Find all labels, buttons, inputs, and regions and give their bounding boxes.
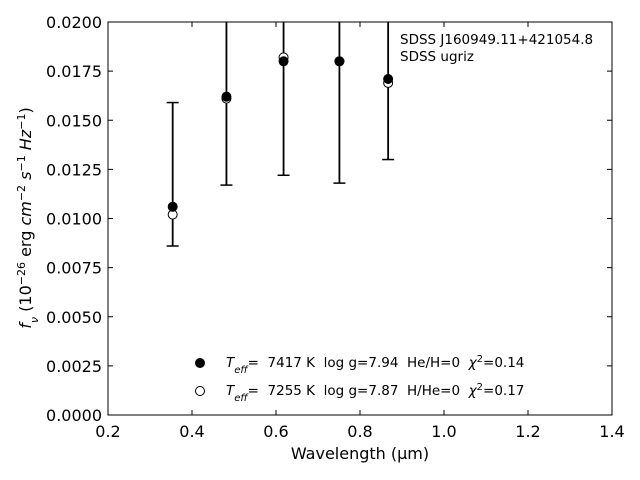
x-tick-label: 1.4 — [599, 422, 624, 441]
y-axis-ticks: 0.0000 0.0025 0.0050 0.0075 0.0100 0.0125 0.01… — [46, 13, 612, 425]
x-tick-label: 0.4 — [179, 422, 204, 441]
y-tick-label: 0.0200 — [46, 13, 102, 32]
point-filled — [221, 91, 232, 102]
y-tick-label: 0.0150 — [46, 111, 102, 130]
point-filled — [278, 56, 289, 67]
object-name-annotation: SDSS J160949.11+421054.8 — [400, 32, 593, 48]
legend-marker-filled — [195, 358, 205, 368]
point-filled — [383, 73, 394, 84]
point-filled — [167, 201, 178, 212]
error-bars — [166, 22, 395, 247]
plot-area — [108, 22, 612, 415]
y-axis-label: fν (10−26 erg cm−2 s−1 Hz−1) — [15, 107, 41, 328]
x-tick-label: 0.6 — [263, 422, 288, 441]
legend: Teff= 7417 K log g=7.94 He/H=0 χ2=0.14 T… — [195, 354, 524, 404]
legend-label-model-1: Teff= 7417 K log g=7.94 He/H=0 χ2=0.14 — [226, 354, 524, 376]
x-axis-ticks: 0.2 0.4 0.6 0.8 1.0 1.2 1.4 — [95, 22, 625, 441]
y-tick-label: 0.0075 — [46, 259, 102, 278]
x-tick-label: 1.0 — [431, 422, 456, 441]
x-tick-label: 1.2 — [515, 422, 540, 441]
y-tick-label: 0.0125 — [46, 160, 102, 179]
data-points — [167, 52, 394, 220]
x-tick-label: 0.8 — [347, 422, 372, 441]
y-tick-label: 0.0050 — [46, 308, 102, 327]
x-axis-label: Wavelength (μm) — [291, 444, 429, 463]
y-tick-label: 0.0025 — [46, 357, 102, 376]
legend-marker-open — [195, 386, 205, 396]
point-filled — [334, 56, 345, 67]
x-tick-label: 0.2 — [95, 422, 120, 441]
y-tick-label: 0.0100 — [46, 210, 102, 229]
y-tick-label: 0.0175 — [46, 62, 102, 81]
y-tick-label: 0.0000 — [46, 406, 102, 425]
survey-annotation: SDSS ugriz — [400, 49, 474, 65]
legend-label-model-2: Teff= 7255 K log g=7.87 H/He=0 χ2=0.17 — [226, 382, 524, 404]
